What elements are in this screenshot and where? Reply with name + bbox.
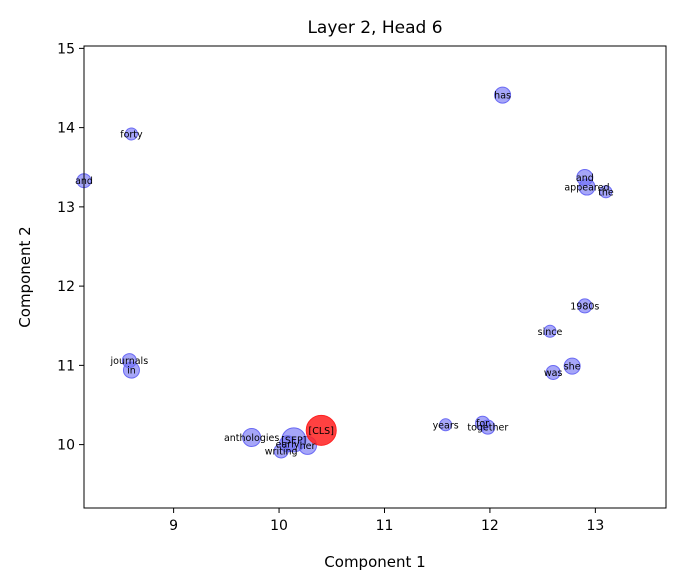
y-tick-label: 13	[57, 200, 75, 216]
data-point	[480, 419, 496, 435]
y-axis-label: Component 2	[16, 226, 34, 327]
y-axis: 10 11 12 13 14 15	[57, 41, 84, 454]
y-tick-label: 10	[57, 438, 75, 454]
x-axis: 9 10 11 12 13	[169, 508, 604, 534]
data-point	[563, 357, 581, 375]
point-label: has	[494, 91, 511, 102]
y-tick-label: 14	[57, 121, 75, 137]
y-tick-label: 12	[57, 279, 75, 295]
x-tick-label: 10	[270, 518, 288, 534]
data-point	[305, 414, 337, 446]
point-label: anthologies	[224, 433, 279, 444]
y-tick-label: 15	[57, 41, 75, 57]
point-label: early	[276, 439, 300, 450]
data-point	[242, 427, 262, 447]
data-point	[122, 361, 140, 379]
point-label: she	[564, 362, 581, 373]
data-point	[578, 178, 596, 196]
chart-title: Layer 2, Head 6	[307, 18, 442, 38]
point-label: [CLS]	[309, 426, 334, 437]
x-axis-label: Component 1	[324, 553, 425, 571]
point-label: and	[576, 173, 594, 184]
point-label: was	[544, 368, 563, 379]
x-tick-label: 12	[481, 518, 499, 534]
data-point	[577, 298, 593, 314]
points-layer	[76, 86, 613, 459]
data-point	[543, 324, 557, 338]
point-label: together	[467, 423, 508, 434]
x-tick-label: 11	[376, 518, 394, 534]
point-label: for	[476, 419, 489, 430]
point-label: [SEP]	[281, 435, 306, 446]
point-label: the	[598, 187, 614, 198]
point-label: 1980s	[570, 301, 599, 312]
data-point	[494, 86, 512, 104]
point-label: years	[433, 420, 459, 431]
x-tick-label: 13	[586, 518, 604, 534]
data-point	[599, 185, 613, 199]
data-point	[439, 418, 453, 432]
data-point	[273, 443, 289, 459]
plot-area-frame	[83, 45, 667, 509]
point-label: appeared	[564, 183, 609, 194]
x-tick-label: 9	[169, 518, 178, 534]
point-label: since	[538, 327, 563, 338]
point-label: her	[300, 441, 316, 452]
point-label: forty	[120, 129, 143, 140]
data-point	[124, 127, 138, 141]
point-label: writing	[265, 446, 298, 457]
data-point	[545, 364, 561, 380]
point-label: journals	[110, 356, 149, 367]
y-tick-label: 11	[57, 358, 75, 374]
point-label: in	[127, 366, 136, 377]
